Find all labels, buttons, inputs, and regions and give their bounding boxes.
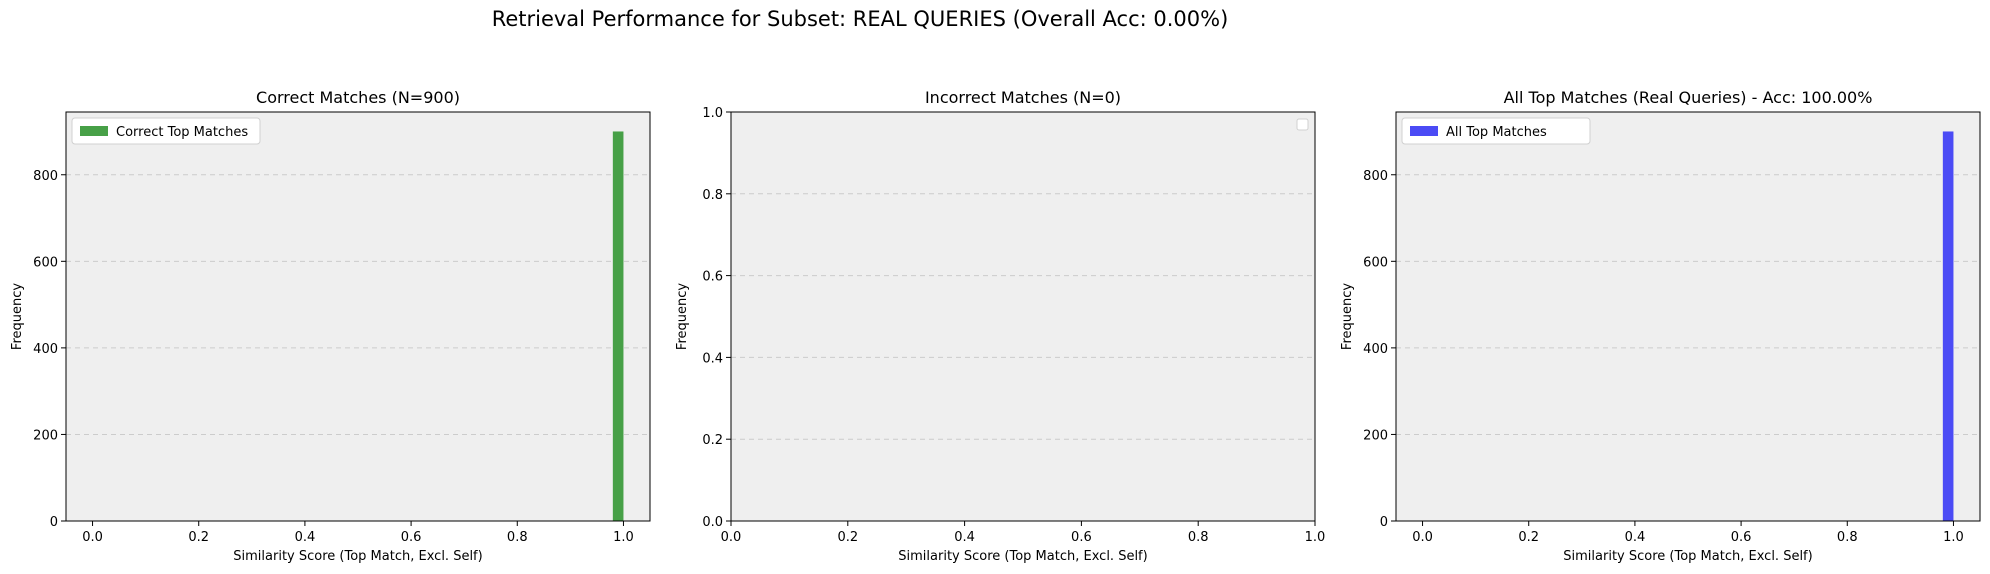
x-tick-label: 0.4 — [1625, 530, 1646, 545]
y-tick-label: 800 — [1363, 169, 1388, 184]
legend-label: Correct Top Matches — [116, 125, 248, 140]
x-tick-label: 0.0 — [721, 530, 742, 545]
y-tick-label: 600 — [33, 255, 58, 270]
panel-title: All Top Matches (Real Queries) - Acc: 10… — [1504, 88, 1873, 107]
x-tick-label: 0.6 — [1731, 530, 1752, 545]
y-axis-label: Frequency — [1340, 283, 1355, 350]
x-tick-label: 0.2 — [837, 530, 858, 545]
legend-label: All Top Matches — [1446, 125, 1547, 140]
x-tick-label: 1.0 — [613, 530, 634, 545]
legend-swatch — [80, 126, 108, 136]
x-tick-label: 1.0 — [1943, 530, 1964, 545]
legend-box-empty — [1296, 118, 1309, 131]
x-tick-label: 0.0 — [1412, 530, 1433, 545]
y-axis-label: Frequency — [10, 283, 25, 350]
x-tick-label: 0.8 — [507, 530, 528, 545]
chart-panel-3: 0.0 0.2 0.4 0.6 0.8 1.0 0 200 400 600 800 All Top M… — [1340, 88, 1981, 564]
x-tick-label: 0.4 — [295, 530, 316, 545]
x-tick-label: 0.4 — [954, 530, 975, 545]
plot-area — [731, 112, 1315, 521]
legend-box — [71, 117, 261, 145]
plot-frame — [1395, 111, 1981, 522]
histogram-bar — [1942, 131, 1954, 521]
x-tick-label: 0.8 — [1188, 530, 1209, 545]
panel-title: Correct Matches (N=900) — [256, 88, 460, 107]
y-tick-label: 0.0 — [702, 515, 723, 530]
chart-panel-2: 0.0 0.2 0.4 0.6 0.8 1.0 0.0 0.2 0.4 0.6 0.8 1.0 Inco… — [675, 88, 1325, 564]
x-axis-label: Similarity Score (Top Match, Excl. Self) — [1563, 549, 1812, 564]
histogram-bar — [612, 131, 624, 521]
x-tick-label: 0.6 — [1071, 530, 1092, 545]
y-tick-label: 0 — [50, 515, 58, 530]
y-tick-label: 0.8 — [702, 188, 723, 203]
y-tick-label: 0.6 — [702, 270, 723, 285]
panel-title: Incorrect Matches (N=0) — [925, 88, 1121, 107]
plot-frame — [730, 111, 1316, 522]
y-tick-label: 0.4 — [702, 351, 723, 366]
y-tick-label: 0 — [1380, 515, 1388, 530]
legend-swatch — [1410, 126, 1438, 136]
y-tick-label: 0.2 — [702, 433, 723, 448]
x-tick-label: 0.2 — [1518, 530, 1539, 545]
y-tick-label: 400 — [1363, 342, 1388, 357]
x-axis-label: Similarity Score (Top Match, Excl. Self) — [898, 549, 1147, 564]
y-tick-label: 400 — [33, 342, 58, 357]
y-tick-label: 200 — [33, 428, 58, 443]
x-tick-label: 0.2 — [188, 530, 209, 545]
x-tick-label: 0.0 — [82, 530, 103, 545]
x-tick-label: 0.8 — [1837, 530, 1858, 545]
plot-area — [1396, 112, 1980, 521]
y-tick-label: 800 — [33, 169, 58, 184]
y-tick-label: 600 — [1363, 255, 1388, 270]
x-axis-label: Similarity Score (Top Match, Excl. Self) — [233, 549, 482, 564]
legend-box — [1401, 117, 1591, 145]
x-tick-label: 0.6 — [401, 530, 422, 545]
plot-area — [66, 112, 650, 521]
x-tick-label: 1.0 — [1305, 530, 1326, 545]
plot-frame — [65, 111, 651, 522]
y-tick-label: 1.0 — [702, 106, 723, 121]
y-tick-label: 200 — [1363, 428, 1388, 443]
figure-suptitle: Retrieval Performance for Subset: REAL Q… — [492, 7, 1229, 31]
y-axis-label: Frequency — [675, 283, 690, 350]
chart-panel-1: 0.0 0.2 0.4 0.6 0.8 1.0 0 200 400 600 800 Correct M… — [10, 88, 651, 564]
